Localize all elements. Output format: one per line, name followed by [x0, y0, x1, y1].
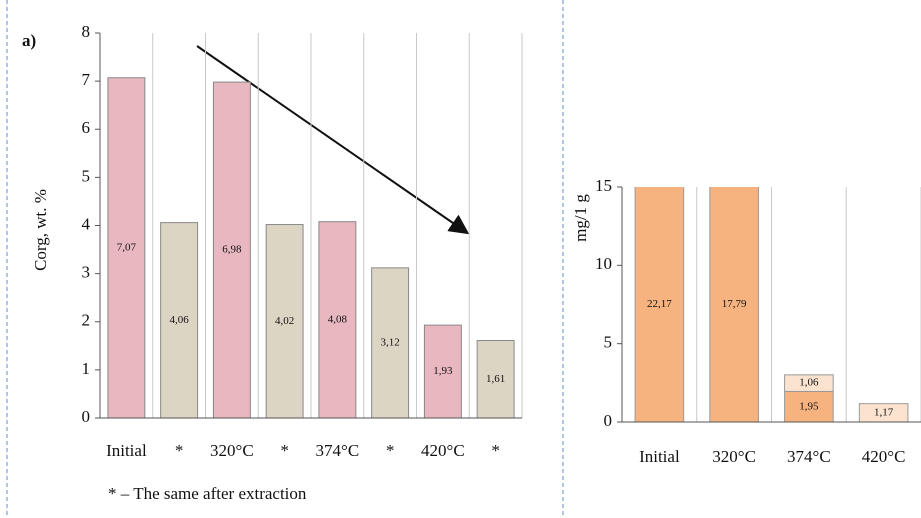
y-axis-label: Corg, wt. %	[31, 189, 50, 271]
x-tick-label: 420°C	[421, 441, 465, 460]
x-tick-label: 420°C	[862, 447, 906, 466]
value-label: 1,61	[486, 373, 505, 385]
x-tick-label: *	[280, 441, 289, 460]
y-tick-label: 5	[82, 166, 91, 185]
y-tick-label: 5	[604, 333, 613, 352]
bar	[212, 81, 251, 419]
bar-segment	[784, 374, 834, 392]
value-label: 1,06	[799, 377, 819, 389]
value-label: 7,07	[117, 241, 137, 253]
bar-segment	[634, 187, 685, 423]
value-label: 1,95	[799, 400, 819, 412]
x-tick-label: *	[386, 441, 395, 460]
value-label: 4,06	[170, 314, 190, 326]
y-tick-label: 7	[82, 70, 91, 89]
x-tick-label: *	[175, 441, 184, 460]
x-tick-label: Initial	[639, 447, 680, 466]
panel-label: a)	[22, 31, 36, 50]
bar	[160, 222, 199, 419]
y-tick-label: 0	[82, 407, 91, 426]
y-tick-label: 1	[82, 359, 91, 378]
y-tick-label: 0	[604, 411, 613, 430]
bar-segment	[784, 390, 834, 423]
y-tick-label: 10	[595, 254, 612, 273]
value-label: 3,12	[381, 336, 400, 348]
y-tick-label: 6	[82, 118, 91, 137]
value-label: 1,17	[874, 406, 894, 418]
value-label: 22,17	[647, 298, 672, 310]
bar-segment	[709, 187, 759, 423]
value-label: 6,98	[222, 244, 242, 256]
bar	[107, 77, 146, 419]
y-tick-label: 3	[82, 263, 91, 282]
y-tick-label: 4	[82, 214, 91, 233]
y-tick-label: 8	[82, 22, 91, 41]
value-label: 4,08	[328, 313, 348, 325]
value-label: 4,02	[275, 315, 294, 327]
bars	[634, 187, 909, 423]
x-tick-label: *	[491, 441, 500, 460]
x-tick-label: 374°C	[787, 447, 831, 466]
y-tick-label: 15	[595, 176, 612, 195]
x-tick-label: Initial	[106, 441, 147, 460]
bar	[423, 324, 462, 419]
value-label: 17,79	[722, 298, 747, 310]
y-tick-label: 2	[82, 311, 91, 330]
value-label: 1,93	[433, 365, 453, 377]
x-tick-label: 374°C	[316, 441, 360, 460]
bar	[476, 340, 515, 419]
trend-arrow	[196, 45, 470, 235]
footnote: * – The same after extraction	[108, 484, 307, 503]
y-axis-label: mg/1 g	[571, 194, 590, 242]
x-tick-label: 320°C	[712, 447, 756, 466]
x-tick-label: 320°C	[210, 441, 254, 460]
